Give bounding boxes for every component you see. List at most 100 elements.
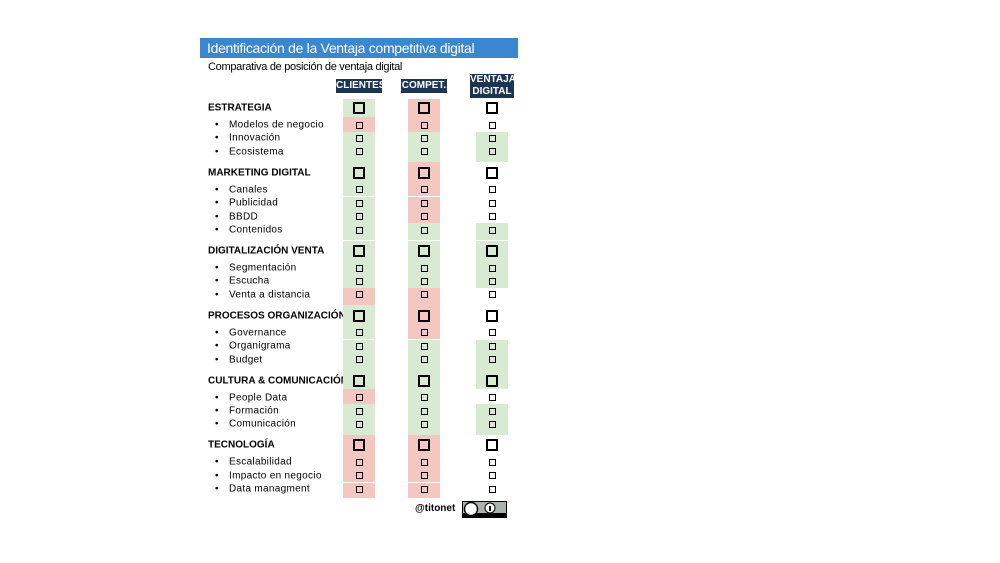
cell-fill (343, 162, 375, 182)
checkbox (420, 277, 428, 285)
cell-fill (476, 339, 508, 353)
checkbox (488, 472, 496, 480)
checkbox (488, 226, 496, 234)
bullet: • (215, 211, 219, 223)
cell-fill (408, 116, 440, 132)
cell-fill (476, 240, 508, 260)
checkbox (488, 342, 496, 350)
checkbox (488, 199, 496, 207)
bullet: • (215, 224, 219, 236)
bullet: • (215, 456, 219, 468)
cell-fill (343, 352, 375, 371)
checkbox (420, 186, 428, 194)
bullet: • (215, 146, 219, 158)
checkbox (488, 407, 496, 415)
checkbox (355, 407, 363, 415)
cell-fill (476, 223, 508, 241)
cell-fill (408, 209, 440, 224)
title: Identificación de la Ventaja competitiva… (200, 38, 518, 58)
cell-fill (476, 145, 508, 163)
checkbox (355, 213, 363, 221)
cell-fill (343, 482, 375, 499)
checkbox (420, 458, 428, 466)
checkbox (418, 439, 430, 452)
checkbox (355, 329, 363, 337)
checkbox (420, 329, 428, 337)
cell-fill (343, 404, 375, 418)
checkbox (353, 245, 365, 257)
cell-fill (408, 352, 440, 371)
column-header: COMPET. (401, 79, 447, 93)
checkbox (355, 342, 363, 350)
item-label: Comunicación (229, 418, 296, 430)
item-label: Modelos de negocio (229, 119, 324, 131)
subtitle: Comparativa de posición de ventaja digit… (208, 61, 403, 73)
item-label: Segmentación (229, 262, 297, 274)
cell-fill (476, 370, 508, 390)
cell-fill (408, 288, 440, 306)
checkbox (420, 407, 428, 415)
bullet: • (215, 418, 219, 430)
item-label: Escalabilidad (229, 456, 292, 468)
bullet: • (215, 119, 219, 131)
item-label: Venta a distancia (229, 289, 311, 301)
bullet: • (215, 354, 219, 366)
cell-fill (343, 434, 375, 454)
checkbox (355, 420, 363, 428)
cell-fill (408, 145, 440, 163)
cell-fill (343, 274, 375, 289)
cell-fill (476, 404, 508, 418)
checkbox (418, 374, 430, 387)
checkbox (355, 186, 363, 194)
section-title: DIGITALIZACIÓN VENTA (208, 245, 325, 257)
bullet: • (215, 184, 219, 196)
checkbox (418, 102, 430, 114)
cell-fill (343, 417, 375, 435)
cell-fill (476, 259, 508, 275)
checkbox (420, 226, 428, 234)
cell-fill (343, 288, 375, 306)
bullet: • (215, 340, 219, 352)
checkbox (355, 458, 363, 466)
checkbox (488, 329, 496, 337)
bullet: • (215, 289, 219, 301)
checkbox (488, 264, 496, 272)
item-label: Publicidad (229, 197, 279, 209)
cell-fill (408, 305, 440, 325)
cell-fill (408, 259, 440, 275)
checkbox (418, 166, 430, 179)
item-label: Innovación (229, 132, 281, 144)
cell-fill (343, 259, 375, 275)
checkbox (420, 291, 428, 299)
checkbox (420, 394, 428, 402)
checkbox (486, 309, 498, 322)
item-label: BBDD (229, 211, 258, 223)
checkbox (488, 277, 496, 285)
checkbox (420, 148, 428, 156)
item-label: Escucha (229, 275, 270, 287)
checkbox (355, 226, 363, 234)
cell-fill (408, 131, 440, 146)
checkbox (488, 134, 496, 142)
cell-fill (476, 417, 508, 435)
checkbox (355, 356, 363, 364)
section-title: MARKETING DIGITAL (208, 167, 311, 179)
checkbox (420, 420, 428, 428)
cell-fill (343, 181, 375, 197)
checkbox (355, 394, 363, 402)
cell-fill (343, 370, 375, 390)
cell-fill (408, 404, 440, 418)
cell-fill (343, 209, 375, 224)
checkbox (486, 374, 498, 387)
checkbox (355, 264, 363, 272)
footer-handle: @titonet (415, 503, 456, 514)
cell-fill (408, 274, 440, 289)
cell-fill (408, 469, 440, 483)
bullet: • (215, 470, 219, 482)
cell-fill (408, 324, 440, 340)
checkbox (420, 472, 428, 480)
item-label: People Data (229, 392, 288, 404)
checkbox (355, 472, 363, 480)
cell-fill (343, 196, 375, 210)
bullet: • (215, 197, 219, 209)
